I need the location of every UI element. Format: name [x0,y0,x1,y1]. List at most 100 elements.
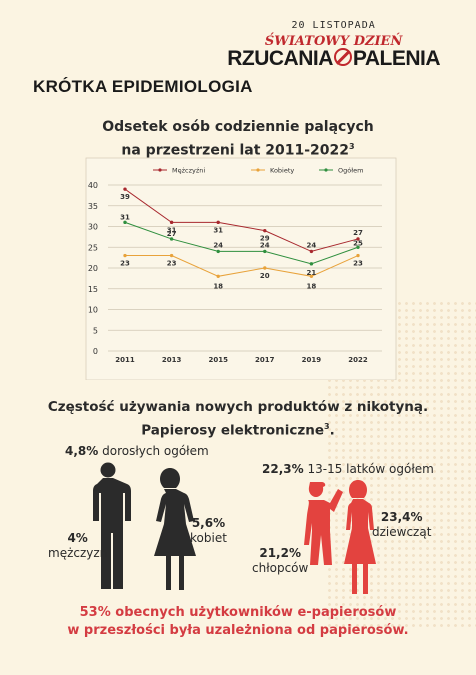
stat-teens: 22,3% 13-15 latków ogółem [262,462,434,477]
data-label: 23 [167,260,177,268]
legend-label: Ogółem [338,167,363,175]
man-silhouette-icon [93,462,131,589]
stat-girls: 23,4% dziewcząt [372,510,431,540]
data-point [356,253,360,258]
footnote-line2: w przeszłości była uzależniona od papier… [67,623,409,638]
section2-footnote-ref: 3 [324,422,330,431]
data-point [216,220,220,225]
y-tick-label: 30 [88,223,98,232]
data-point [169,220,174,225]
stat-men: 4% mężczyzn [48,531,107,561]
section-title: KRÓTKA EPIDEMIOLOGIA [33,77,253,96]
no-smoking-icon [333,48,352,66]
series-line-3 [124,221,359,265]
data-label: 24 [260,241,270,249]
stat-girls-label: dziewcząt [372,525,432,539]
data-label: 23 [120,260,130,268]
y-tick-label: 20 [88,264,98,273]
data-point [169,253,174,258]
series-line-2 [125,255,359,277]
campaign-word-rzucania: RZUCANIA [227,47,333,70]
x-tick-label: 2017 [255,356,275,364]
data-point [309,262,314,266]
chart-title-line2: na przestrzeni lat 2011-20223 [0,137,476,161]
campaign-title-line2: RZUCANIA PALENIA [227,47,440,71]
stat-adults-label: dorosłych ogółem [102,444,209,458]
legend-marker [158,168,162,172]
stat-girls-pct: 23,4% [380,510,423,524]
section2-title: Częstość używania nowych produktów z nik… [0,398,476,441]
data-label: 24 [307,241,317,249]
x-tick-label: 2015 [208,356,228,364]
campaign-date: 20 LISTOPADA [291,20,376,31]
legend-label: Kobiety [270,167,294,175]
stat-men-label: mężczyzn [48,546,108,560]
data-label: 18 [307,282,317,290]
stat-women-label: kobiet [190,531,227,545]
stat-adults-pct: 4,8% [65,444,99,458]
stat-boys-label: chłopców [252,561,309,575]
data-label: 18 [213,282,223,290]
stat-boys-pct: 21,2% [259,546,301,560]
data-point [123,187,127,191]
campaign-word-palenia: PALENIA [352,47,441,70]
woman-silhouette-icon [154,468,196,590]
data-point [169,237,174,241]
chart-frame [85,157,397,380]
campaign-title-line1: ŚWIATOWY DZIEŃ [264,34,403,49]
adult-silhouettes [93,462,196,590]
data-label: 31 [213,226,223,234]
footnote-line1: 53% obecnych użytkowników e-papierosów [79,605,397,620]
data-point [123,253,127,258]
data-point [263,228,267,233]
teen-silhouettes [304,480,376,594]
campaign-header: 20 LISTOPADA ŚWIATOWY DZIEŃ RZUCANIA PALE… [227,20,440,71]
y-tick-label: 10 [88,306,98,315]
section2-title-line2-text: Papierosy elektroniczne [141,422,324,439]
x-tick-label: 2013 [162,356,182,364]
y-tick-label: 25 [88,243,98,252]
x-tick-label: 2011 [115,356,135,364]
y-tick-label: 35 [88,202,98,211]
line-chart: 0 5 10 15 20 25 30 35 40 2011 2013 2015 2017 2019 2022… [85,157,397,380]
y-tick-label: 0 [93,347,98,356]
data-label: 27 [353,229,363,237]
section2-title-line2: Papierosy elektroniczne3. [0,417,476,441]
legend-label: Mężczyźni [172,167,205,175]
data-point [123,220,127,225]
data-label: 25 [353,239,363,247]
data-point [216,274,220,278]
data-point [309,249,314,254]
chart-title-line1: Odsetek osób codziennie palących [102,119,374,135]
data-label: 27 [167,230,177,238]
stat-women-pct: 5,6% [191,516,226,530]
data-label: 29 [260,235,270,243]
data-label: 31 [120,213,130,221]
x-tick-label: 2019 [302,356,322,364]
section2-title-line1: Częstość używania nowych produktów z nik… [47,399,429,415]
data-label: 31 [167,226,177,234]
chart-footnote-ref: 3 [349,142,355,151]
data-point [356,237,360,241]
stat-men-pct: 4% [67,531,88,545]
stat-women: 5,6% kobiet [190,516,227,546]
footnote: 53% obecnych użytkowników e-papierosów w… [0,604,476,640]
data-point [309,274,314,278]
stat-teens-pct: 22,3% [262,462,304,476]
boy-silhouette-icon [304,482,343,565]
chart-title-line2-text: na przestrzeni lat 2011-2022 [121,142,350,159]
data-point [356,245,360,249]
x-tick-label: 2022 [348,356,368,364]
data-point [263,249,267,254]
stat-adults: 4,8% dorosłych ogółem [65,444,209,459]
stat-teens-label: 13-15 latków ogółem [307,462,434,476]
data-point [216,249,220,254]
legend-marker [324,168,328,172]
legend-marker [256,168,260,172]
stat-boys: 21,2% chłopców [252,546,308,576]
data-point [263,266,267,270]
y-tick-label: 40 [88,181,98,190]
data-label: 23 [353,260,363,268]
series-line-1 [124,188,359,252]
chart-title: Odsetek osób codziennie palących na prze… [0,118,476,161]
